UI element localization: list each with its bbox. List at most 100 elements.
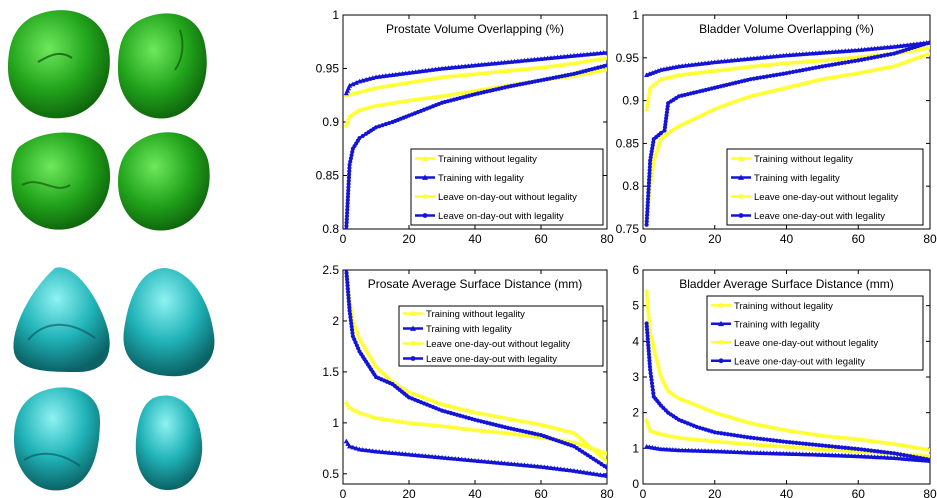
- chart-bladder-volume-overlap: 0 20 40 60 80 0.75 0.8 0.85 0.9 0.95 1 Bladder Volu…: [616, 8, 937, 246]
- data-point: [823, 452, 829, 457]
- data-point: [482, 458, 488, 464]
- data-point: [809, 445, 816, 451]
- data-point: [843, 73, 848, 78]
- data-point: [348, 318, 353, 323]
- data-point: [885, 450, 890, 455]
- data-point: [647, 161, 653, 166]
- data-point: [360, 133, 365, 138]
- data-point: [601, 449, 607, 455]
- data-point: [790, 444, 796, 450]
- data-point: [645, 100, 651, 106]
- data-point: [433, 95, 438, 100]
- data-point: [875, 54, 880, 59]
- data-point: [648, 371, 653, 376]
- data-point: [498, 460, 504, 466]
- data-point: [349, 327, 355, 332]
- data-point: [839, 447, 845, 453]
- data-point: [810, 66, 815, 71]
- x-tick-label: 0: [340, 487, 347, 498]
- data-point: [541, 464, 547, 470]
- data-point: [422, 453, 429, 459]
- data-point: [768, 425, 773, 430]
- data-point: [356, 410, 363, 415]
- data-point: [522, 419, 527, 424]
- data-point: [823, 434, 828, 439]
- data-point: [345, 286, 350, 291]
- data-point: [650, 387, 655, 393]
- data-point: [859, 437, 864, 442]
- data-point: [644, 219, 649, 224]
- legend-marker: [422, 155, 428, 161]
- data-point: [446, 93, 451, 98]
- x-tick-label: 80: [923, 232, 937, 246]
- data-point: [380, 102, 385, 107]
- data-point: [647, 85, 653, 90]
- data-point: [396, 418, 402, 424]
- data-point: [551, 465, 557, 471]
- data-point: [532, 421, 537, 426]
- data-point: [862, 57, 867, 62]
- data-point: [426, 95, 431, 101]
- data-point: [472, 410, 478, 415]
- data-point: [833, 435, 838, 440]
- data-point: [755, 76, 760, 81]
- data-point: [807, 431, 812, 436]
- data-point: [810, 432, 815, 437]
- data-point: [591, 471, 597, 476]
- data-point: [767, 450, 773, 456]
- data-point: [820, 64, 825, 69]
- legend-marker: [422, 194, 428, 199]
- data-point: [718, 448, 724, 454]
- data-point: [432, 422, 438, 428]
- data-point: [859, 70, 864, 75]
- data-point: [347, 162, 352, 167]
- data-point: [826, 76, 831, 81]
- data-point: [914, 455, 920, 460]
- data-point: [654, 355, 659, 361]
- data-point: [455, 456, 462, 462]
- data-point: [344, 274, 349, 279]
- data-point: [459, 456, 465, 462]
- data-point: [894, 455, 900, 461]
- data-point: [921, 456, 926, 461]
- data-point: [682, 435, 688, 441]
- data-point: [806, 451, 812, 457]
- data-point: [465, 457, 471, 463]
- data-point: [413, 420, 419, 426]
- data-point: [389, 450, 396, 455]
- data-point: [833, 444, 838, 449]
- data-point: [453, 92, 458, 97]
- prostate-shape-2: [118, 13, 207, 119]
- data-point: [346, 296, 351, 301]
- data-point: [486, 413, 491, 418]
- data-point: [449, 424, 455, 430]
- data-point: [479, 458, 485, 464]
- y-tick-label: 2: [632, 406, 639, 420]
- data-point: [761, 437, 766, 442]
- data-point: [645, 97, 651, 103]
- data-point: [410, 98, 415, 103]
- data-point: [855, 453, 861, 459]
- bladder-shape-2: [123, 268, 215, 377]
- data-point: [498, 429, 504, 435]
- data-point: [878, 454, 884, 460]
- data-point: [748, 435, 753, 440]
- data-point: [699, 437, 705, 442]
- data-point: [787, 70, 792, 75]
- data-point: [738, 449, 744, 455]
- data-point: [519, 419, 524, 424]
- data-point: [459, 425, 465, 431]
- data-point: [653, 352, 658, 357]
- data-point: [646, 184, 651, 189]
- data-point: [820, 443, 825, 448]
- data-point: [393, 100, 398, 105]
- data-point: [650, 83, 656, 88]
- data-point: [806, 445, 812, 451]
- data-point: [413, 97, 418, 102]
- data-point: [344, 214, 350, 219]
- data-point: [927, 448, 930, 453]
- data-point: [584, 470, 590, 475]
- legend-label: Training without legality: [754, 154, 853, 165]
- data-point: [650, 164, 655, 170]
- data-point: [459, 91, 464, 96]
